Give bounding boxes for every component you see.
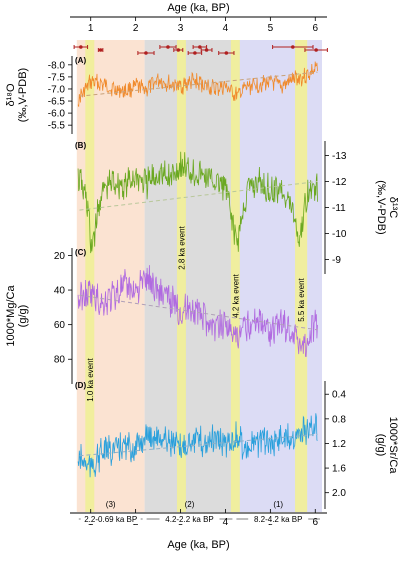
y-axis-title-line1: 1000*Sr/Ca (387, 417, 399, 475)
dating-point-10 (314, 48, 318, 52)
dating-point-5 (193, 51, 197, 55)
dating-point-9 (291, 45, 295, 49)
event-band-4 (295, 40, 308, 512)
event-label-1: 1.0 ka event (86, 357, 95, 401)
axes (68, 16, 329, 514)
panel-label-C: (C) (75, 248, 86, 257)
series-lines (77, 61, 318, 478)
y-tick-label: 2.0 (332, 488, 346, 499)
stage-number-3: (1) (273, 500, 283, 509)
y-axis-title-line2: (‰,V-PDB) (17, 68, 29, 122)
y-tick-label: -13 (332, 151, 347, 162)
dating-point-0 (79, 45, 83, 49)
dating-point-8 (224, 51, 229, 55)
y-axis-title-line2: (‰,V-PDB) (375, 180, 387, 234)
panel-label-D: (D) (75, 381, 86, 390)
y-tick-label: -9 (332, 255, 341, 266)
event-band-3 (230, 40, 240, 512)
x-tick-label-top: 6 (312, 23, 318, 34)
event-label-2: 2.8 ka event (177, 225, 186, 269)
y-tick-label: -7.5 (48, 72, 66, 83)
y-tick-label: -7.0 (48, 84, 66, 95)
stage-band-3 (234, 40, 322, 512)
stage-number-2: (2) (185, 500, 195, 509)
dating-points (73, 45, 328, 55)
y-tick-label: 1.6 (332, 464, 346, 475)
y-tick-label: 1.2 (332, 439, 346, 450)
y-tick-label: -12 (332, 177, 347, 188)
y-axis-title-D: 1000*Sr/Ca(g/g) (375, 417, 399, 475)
panel-label-B: (B) (75, 141, 86, 150)
x-tick-label-top: 5 (268, 23, 274, 34)
y-axis-title-line2: (g/g) (17, 305, 29, 328)
y-tick-label: -11 (332, 203, 346, 214)
y-tick-label: 40 (54, 286, 66, 297)
series-C-line (77, 265, 318, 357)
stage-number-1: (3) (106, 500, 116, 509)
y-axis-title-line1: 1000*Mg/Ca (5, 285, 17, 347)
y-tick-label: -5.5 (48, 121, 66, 132)
background-stage-bands (76, 40, 322, 512)
panel-label-A: (A) (75, 56, 86, 65)
y-axis-title-B: δ¹³C(‰,V-PDB) (375, 180, 399, 234)
event-label-3: 4.2 ka event (231, 273, 240, 317)
y-tick-label: -10 (332, 229, 347, 240)
trend-line-C (79, 294, 318, 331)
y-tick-label: 20 (54, 251, 66, 262)
dating-point-6 (198, 45, 202, 49)
series-D-line (77, 413, 318, 478)
stage-range-label-1: 2.2-0.69 ka BP (84, 515, 137, 524)
series-A-line (77, 61, 318, 107)
y-tick-label: -6.0 (48, 109, 66, 120)
event-band-1 (85, 40, 95, 512)
y-axis-title-line2: (g/g) (375, 434, 387, 457)
y-axis-title-A: δ¹⁸O (‰,V-PDB) (5, 68, 29, 122)
stage-label-bg-3 (248, 514, 309, 524)
x-axis-title-bottom: Age (ka, BP) (167, 539, 229, 551)
x-tick-label-bottom: 6 (312, 517, 318, 528)
trend-line-D (79, 433, 318, 457)
x-axis-title-top: Age (ka, BP) (167, 2, 229, 14)
stage-label-bg-1 (80, 514, 141, 524)
y-tick-label: 80 (54, 355, 66, 366)
dating-point-4 (176, 48, 181, 52)
y-axis-title-line1: δ¹⁸O (5, 83, 17, 106)
dating-point-7 (204, 48, 209, 52)
y-tick-label: -6.5 (48, 97, 66, 108)
x-tick-label-top: 4 (223, 23, 229, 34)
event-label-4: 5.5 ka event (297, 277, 306, 321)
x-tick-label-top: 3 (178, 23, 184, 34)
event-band-2 (176, 40, 186, 512)
dating-point-2 (144, 51, 148, 55)
x-tick-label-bottom: 4 (223, 517, 229, 528)
stage-label-bg-2 (159, 514, 220, 524)
stage-range-label-3: 8.2-4.2 ka BP (254, 515, 302, 524)
dating-point-1 (98, 48, 103, 52)
stage-range-label-2: 4.2-2.2 ka BP (165, 515, 213, 524)
x-tick-label-top: 1 (88, 23, 94, 34)
y-tick-label: 60 (54, 320, 66, 331)
trend-line-A (79, 71, 318, 97)
x-tick-label-top: 2 (133, 23, 139, 34)
y-axis-title-C: 1000*Mg/Ca (g/g) (5, 285, 29, 347)
y-tick-label: -8.0 (48, 60, 66, 71)
event-bands (85, 40, 308, 512)
y-tick-label: 0.8 (332, 414, 346, 425)
y-axis-title-line1: δ¹³C (387, 197, 399, 218)
trend-line-B (79, 180, 318, 211)
series-B-line (77, 151, 318, 254)
dating-point-3 (166, 45, 170, 49)
y-tick-label: 0.4 (332, 390, 346, 401)
